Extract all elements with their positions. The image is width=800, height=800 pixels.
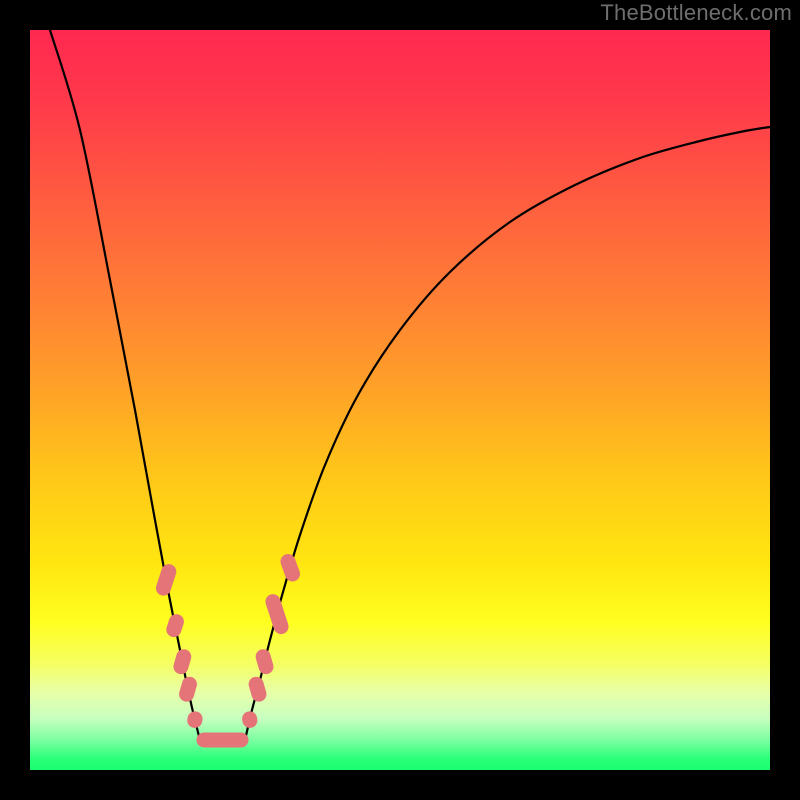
marker-bottom-4-0 [197, 733, 248, 747]
chart-frame: TheBottleneck.com [0, 0, 800, 800]
watermark-text: TheBottleneck.com [600, 0, 792, 26]
chart-svg [0, 0, 800, 800]
plot-background [30, 30, 770, 770]
